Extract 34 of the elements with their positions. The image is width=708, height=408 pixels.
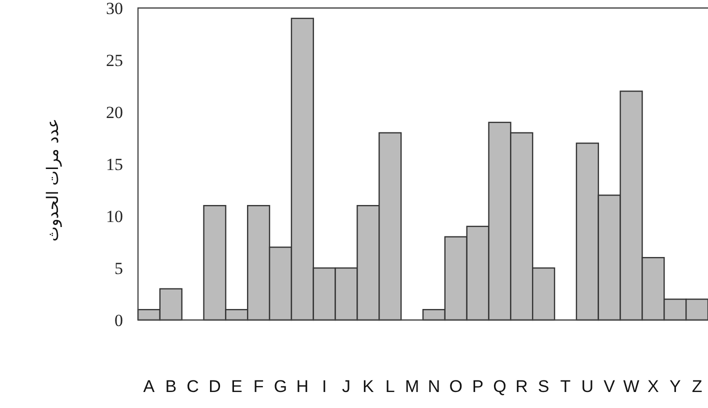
x-tick-label: S — [538, 377, 550, 396]
x-tick-label: Y — [669, 377, 681, 396]
x-tick-label: J — [342, 377, 351, 396]
x-tick-label: D — [208, 377, 221, 396]
x-tick-label: C — [186, 377, 199, 396]
x-tick-label: Q — [493, 377, 506, 396]
x-tick-label: H — [296, 377, 309, 396]
x-tick-label: T — [560, 377, 571, 396]
x-tick-label: Z — [692, 377, 702, 396]
x-tick-label: I — [322, 377, 327, 396]
x-tick-label: E — [230, 377, 242, 396]
x-tick-label: G — [274, 377, 288, 396]
y-tick-label: 25 — [106, 51, 123, 70]
x-tick-label: L — [385, 377, 395, 396]
y-axis-title: عدد مرات الحدوث — [43, 118, 62, 242]
y-tick-label: 0 — [114, 311, 123, 330]
x-tick-label: W — [623, 377, 640, 396]
x-tick-label: R — [516, 377, 528, 396]
x-tick-label: M — [404, 377, 420, 396]
y-tick-label: 10 — [106, 207, 123, 226]
x-tick-label: K — [362, 377, 375, 396]
y-tick-label: 15 — [106, 155, 123, 174]
x-tick-label: O — [449, 377, 462, 396]
x-tick-label: F — [253, 377, 264, 396]
x-tick-label: B — [165, 377, 177, 396]
x-tick-label: P — [472, 377, 484, 396]
x-tick-label: A — [143, 377, 156, 396]
y-tick-label: 5 — [114, 259, 123, 278]
y-tick-label: 30 — [106, 0, 123, 18]
x-tick-label: X — [648, 377, 659, 396]
x-tick-label: N — [428, 377, 440, 396]
x-tick-label: V — [604, 377, 616, 396]
x-tick-label: U — [581, 377, 594, 396]
y-tick-label: 20 — [106, 103, 123, 122]
